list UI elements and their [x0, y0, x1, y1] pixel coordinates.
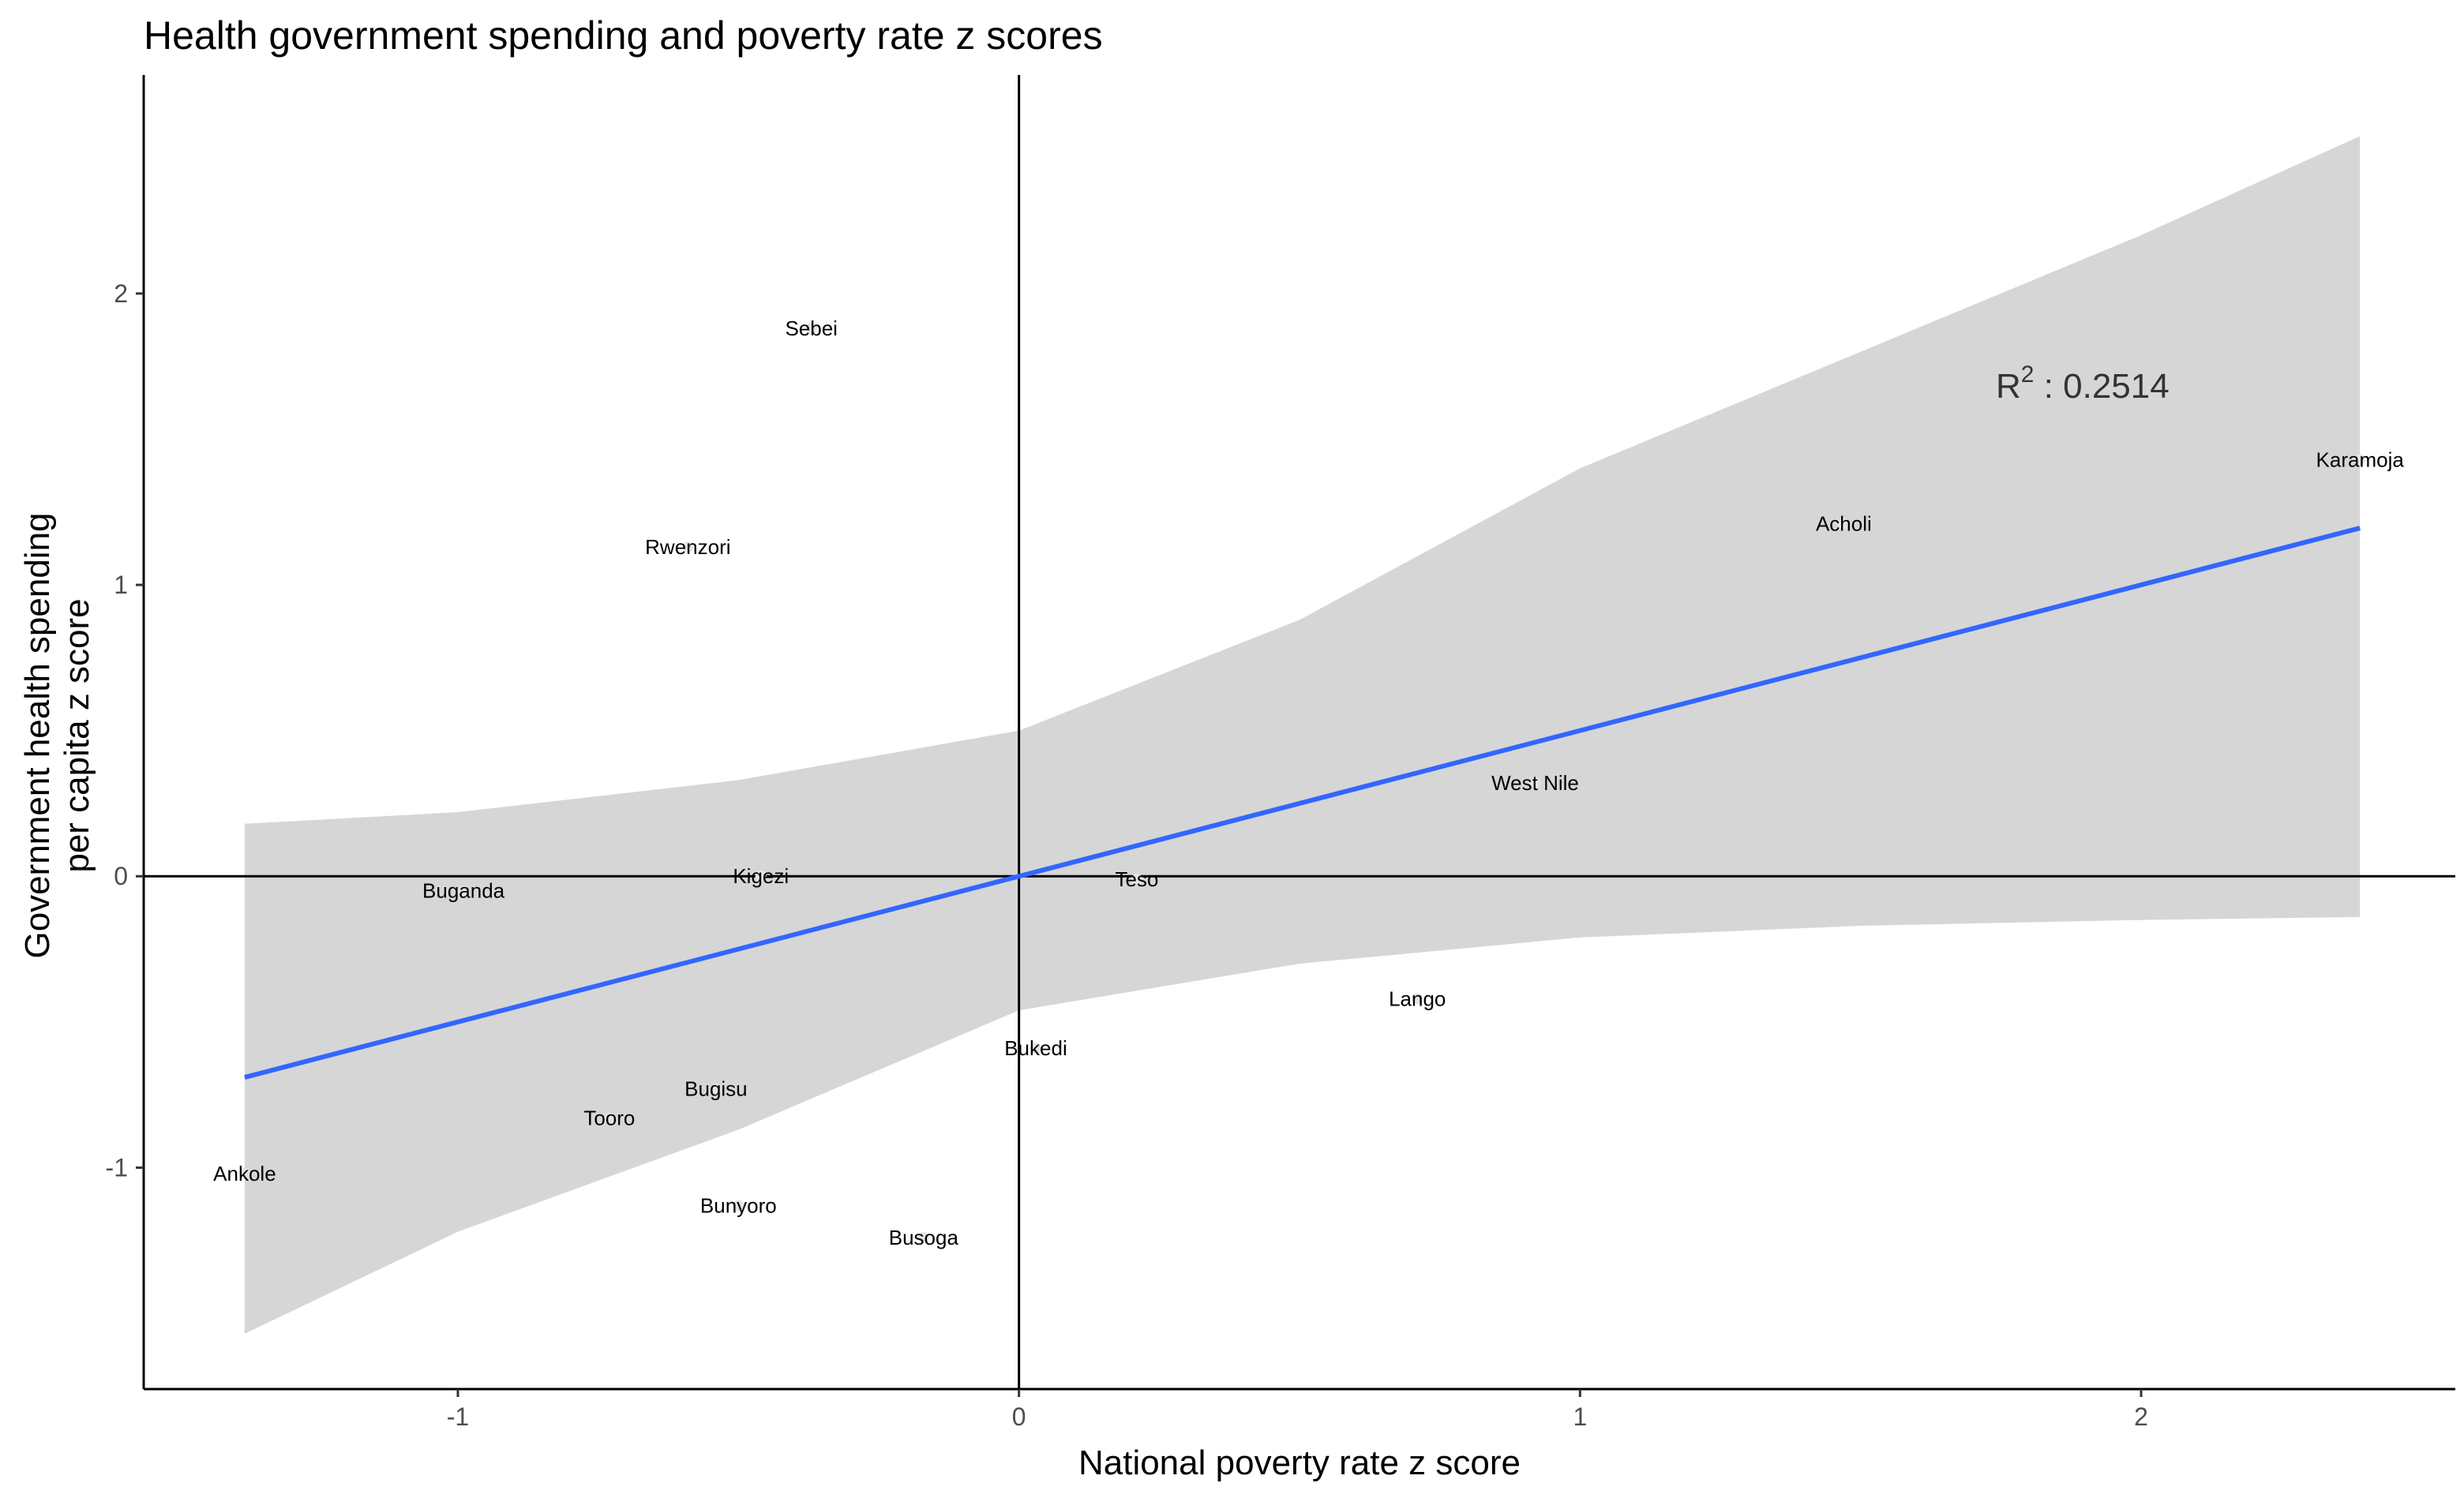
- x-tick-label: 0: [1012, 1403, 1026, 1431]
- data-label-bunyoro: Bunyoro: [700, 1193, 777, 1217]
- data-point-sebei: [805, 323, 817, 335]
- data-label-bugisu: Bugisu: [684, 1077, 748, 1101]
- x-axis-title: National poverty rate z score: [1078, 1444, 1521, 1482]
- regression-line-layer: [244, 526, 2361, 1080]
- data-point-bukedi: [1029, 1043, 1041, 1054]
- data-point-acholi: [1838, 518, 1850, 530]
- point-labels-layer: Sebei Rwenzori Acholi Karamoja West Nile Buga…: [213, 316, 2404, 1249]
- r-squared-superscript: 2: [2021, 361, 2035, 388]
- data-point-west-nile: [1529, 777, 1541, 789]
- r-squared-value: : 0.2514: [2034, 367, 2169, 406]
- data-label-busoga: Busoga: [889, 1226, 959, 1249]
- reference-lines-layer: [144, 75, 2455, 1389]
- data-point-ankole: [238, 1167, 250, 1179]
- x-tick-label: 2: [2134, 1403, 2148, 1431]
- data-point-teso: [1131, 873, 1142, 885]
- axes-layer: -1 0 1 2 -1 0 1 2: [106, 75, 2455, 1431]
- data-points-layer: [238, 323, 2366, 1244]
- data-label-sebei: Sebei: [785, 316, 838, 340]
- y-axis-title-line-2: per capita z score: [58, 598, 96, 872]
- y-tick-label: 1: [114, 571, 128, 599]
- data-point-kigezi: [755, 871, 767, 882]
- data-label-lango: Lango: [1389, 987, 1446, 1010]
- data-point-bunyoro: [733, 1200, 744, 1212]
- data-label-buganda: Buganda: [422, 879, 505, 903]
- data-label-ankole: Ankole: [213, 1162, 276, 1185]
- r-squared-annotation: R2 : 0.2514: [1996, 361, 2170, 406]
- data-label-acholi: Acholi: [1816, 512, 1872, 536]
- data-label-west-nile: West Nile: [1491, 771, 1579, 795]
- data-point-lango: [1412, 993, 1423, 1005]
- data-label-rwenzori: Rwenzori: [645, 535, 730, 559]
- r-squared-symbol: R: [1996, 367, 2021, 406]
- data-point-buganda: [458, 885, 470, 897]
- data-label-tooro: Tooro: [583, 1107, 635, 1130]
- x-tick-label: -1: [447, 1403, 469, 1431]
- y-tick-label: -1: [106, 1153, 128, 1182]
- data-point-busoga: [917, 1232, 929, 1244]
- data-point-karamoja: [2354, 454, 2366, 466]
- y-tick-label: 0: [114, 862, 128, 890]
- y-axis-title: Government health spending per capita z …: [18, 512, 96, 958]
- data-label-teso: Teso: [1115, 867, 1158, 891]
- data-point-rwenzori: [682, 541, 694, 553]
- data-label-bukedi: Bukedi: [1004, 1036, 1067, 1060]
- data-point-tooro: [603, 1112, 615, 1124]
- confidence-band: [244, 136, 2361, 1334]
- data-label-kigezi: Kigezi: [733, 864, 789, 888]
- data-label-karamoja: Karamoja: [2316, 448, 2405, 471]
- regression-line: [244, 526, 2361, 1080]
- chart-title: Health government spending and poverty r…: [144, 13, 1103, 58]
- data-point-bugisu: [710, 1083, 722, 1095]
- x-tick-label: 1: [1573, 1403, 1587, 1431]
- y-tick-label: 2: [114, 279, 128, 308]
- y-axis-title-line-1: Government health spending: [18, 512, 57, 958]
- confidence-band-layer: [244, 136, 2361, 1334]
